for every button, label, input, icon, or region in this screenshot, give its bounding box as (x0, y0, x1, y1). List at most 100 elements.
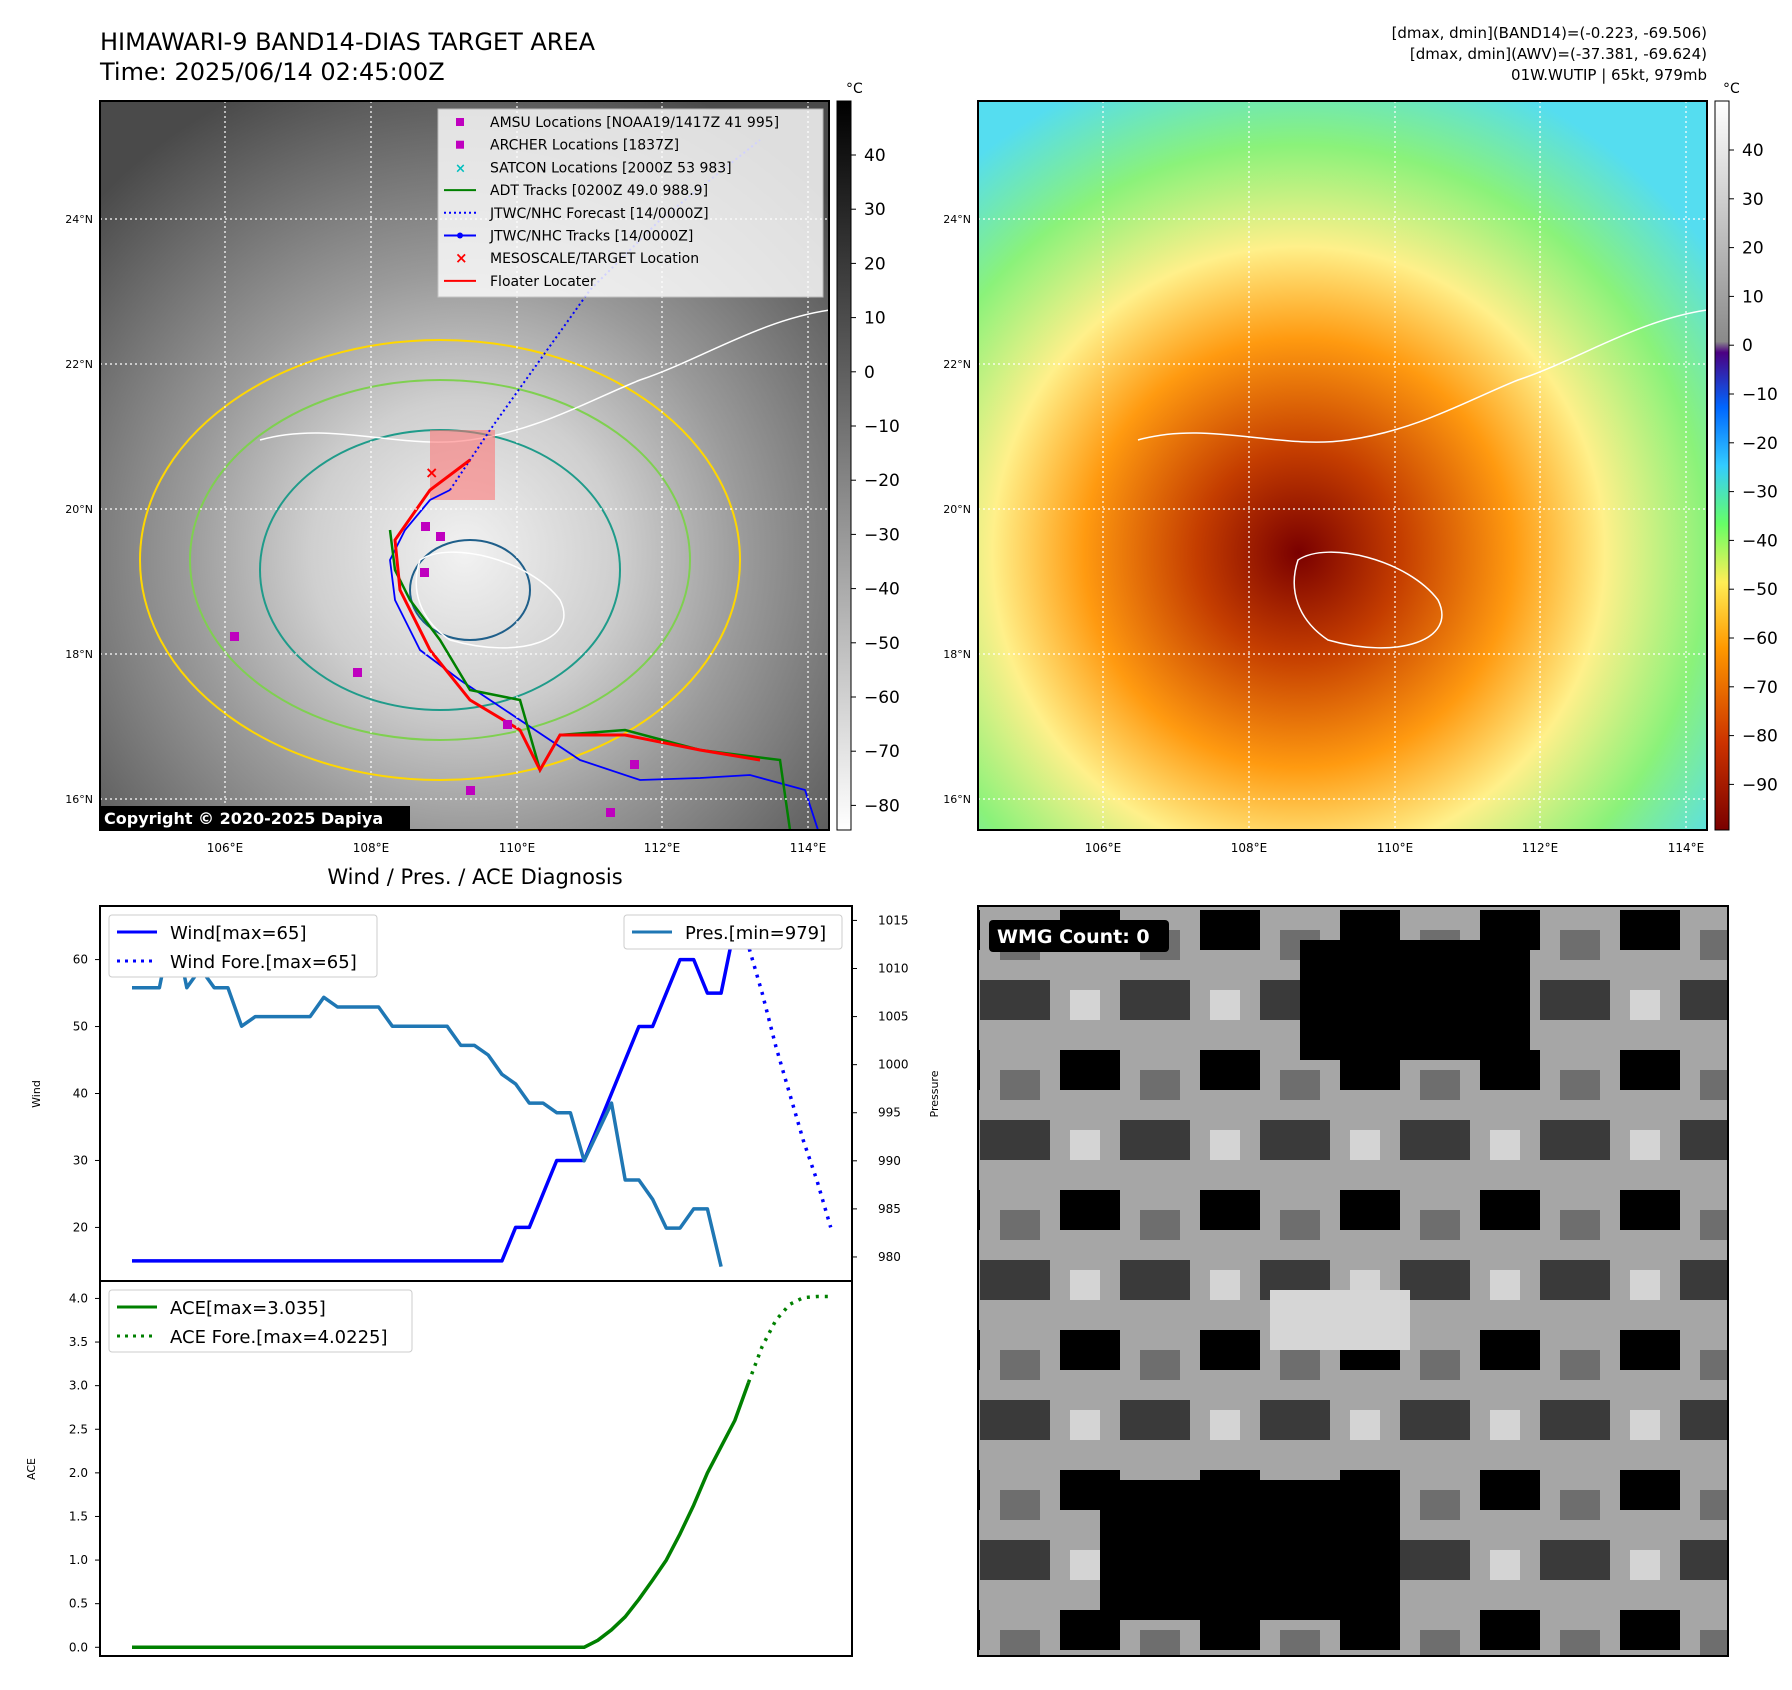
y-right-tick-label: 1015 (878, 913, 909, 927)
lat-tick-label: 18°N (65, 648, 93, 661)
lon-tick-label: 112°E (644, 841, 681, 855)
colorbar-tick-label: 0 (1742, 336, 1753, 356)
colorbar-tick-label: −50 (864, 634, 900, 654)
ace-legend-label: ACE[max=3.035] (170, 1298, 326, 1319)
colorbar-tick-label: 10 (1742, 287, 1764, 307)
ir-map-lon-ticks: 106°E 108°E 110°E 112°E 114°E (207, 841, 827, 855)
lon-tick-label: 114°E (1668, 841, 1705, 855)
series-line (132, 925, 737, 1263)
colorbar-tick-label: −80 (1742, 727, 1778, 747)
archer-marker (466, 786, 475, 795)
archer-marker (606, 808, 615, 817)
awv-map-lat-ticks: 24°N 22°N 20°N 18°N 16°N (943, 213, 971, 806)
colorbar-tick-label: 30 (864, 200, 886, 220)
wmg-light-region (1270, 1290, 1410, 1350)
lat-tick-label: 24°N (65, 213, 93, 226)
ir-colorbar-unit: °C (846, 81, 863, 97)
lat-gridlines (978, 101, 1707, 830)
colorbar-tick-label: 40 (1742, 141, 1764, 161)
legend-label: Floater Locater (490, 274, 596, 290)
map-legend: AMSU Locations [NOAA19/1417Z 41 995] ARCH… (437, 108, 824, 298)
copyright-bg (99, 806, 410, 830)
lat-tick-label: 24°N (943, 213, 971, 226)
legend-marker (456, 118, 464, 126)
colorbar-tick-label: 20 (864, 254, 886, 274)
colorbar-tick-label: 10 (864, 309, 886, 329)
archer-marker (630, 760, 639, 769)
ace-forecast-legend-label: ACE Fore.[max=4.0225] (170, 1327, 388, 1348)
lon-tick-label: 106°E (207, 841, 244, 855)
legend-marker (456, 140, 464, 149)
legend-marker: × (455, 249, 468, 267)
y-tick-label: 2.0 (69, 1466, 88, 1480)
pressure-legend-label: Pres.[min=979] (685, 923, 826, 944)
wind-legend-box (108, 914, 378, 978)
y-tick-label: 4.0 (69, 1291, 88, 1305)
awv-colorbar-unit: °C (1723, 81, 1740, 97)
y-tick-label: 50 (73, 1020, 88, 1034)
colorbar-tick-label: −90 (1742, 775, 1778, 795)
y-tick-label: 1.5 (69, 1509, 88, 1523)
archer-marker (436, 532, 445, 541)
jtwc-track (389, 489, 819, 830)
copyright-text: Copyright © 2020-2025 Dapiya (104, 809, 383, 828)
lon-tick-label: 110°E (499, 841, 536, 855)
lat-tick-label: 22°N (943, 358, 971, 371)
cloud-contour-mid (189, 379, 691, 741)
colorbar-tick-label: −80 (864, 796, 900, 816)
ace-legend-box (108, 1289, 413, 1353)
wind-legend: Wind[max=65] Wind Fore.[max=65] (108, 914, 378, 978)
y-tick-label: 20 (73, 1220, 88, 1234)
y-tick-label: 40 (73, 1087, 88, 1101)
info-line2: [dmax, dmin](AWV)=(-37.381, -69.624) (1410, 45, 1707, 63)
wmg-panel: WMG Count: 0 (977, 905, 1729, 1657)
colorbar-tick-label: −10 (864, 417, 900, 437)
colorbar-tick-label: −40 (864, 580, 900, 600)
y-right-tick-label: 1005 (878, 1010, 909, 1024)
cloud-contour-outer (139, 339, 741, 781)
y-right-tick-label: 1010 (878, 962, 909, 976)
ir-colorbar-bar (836, 100, 852, 831)
colorbar-tick-label: −20 (1742, 434, 1778, 454)
target-location-marker: × (425, 463, 438, 482)
lon-tick-label: 110°E (1377, 841, 1414, 855)
lat-tick-label: 18°N (943, 648, 971, 661)
legend-marker: × (455, 161, 466, 176)
coastline (1137, 309, 1707, 649)
floater-track (393, 458, 761, 774)
lon-tick-label: 106°E (1085, 841, 1122, 855)
lat-tick-label: 20°N (65, 503, 93, 516)
series-line (746, 1294, 831, 1384)
legend-marker (457, 232, 463, 239)
colorbar-tick-label: −60 (1742, 629, 1778, 649)
lon-tick-label: 108°E (353, 841, 390, 855)
colorbar-tick-label: −40 (1742, 531, 1778, 551)
wmg-count-bg (989, 920, 1169, 952)
lat-tick-label: 16°N (65, 793, 93, 806)
legend-label: ARCHER Locations [1837Z] (490, 138, 679, 154)
legend-label: AMSU Locations [NOAA19/1417Z 41 995] (490, 115, 779, 131)
info-line1: [dmax, dmin](BAND14)=(-0.223, -69.506) (1392, 24, 1707, 42)
colorbar-tick-label: 20 (1742, 239, 1764, 259)
lon-tick-label: 112°E (1522, 841, 1559, 855)
ir-map-panel: × 106°E 108°E 110°E 112°E 114°E 24°N 22°N 20°N… (65, 81, 900, 855)
awv-colorbar: °C 40 30 20 10 0 −10 −20 −30 −40 −50 −60 −70 −80 −90 (1714, 81, 1778, 831)
pressure-legend: Pres.[min=979] (623, 914, 843, 950)
legend-label: JTWC/NHC Forecast [14/0000Z] (489, 206, 709, 222)
legend-label: JTWC/NHC Tracks [14/0000Z] (489, 229, 693, 245)
amsu-marker (353, 668, 362, 677)
lat-tick-label: 22°N (65, 358, 93, 371)
pressure-axis-label: Pressure (928, 1070, 941, 1117)
y-tick-label: 0.0 (69, 1640, 88, 1654)
y-tick-label: 2.5 (69, 1422, 88, 1436)
wmg-dark-region (1100, 1480, 1400, 1620)
colorbar-tick-label: 0 (864, 363, 875, 383)
ir-colorbar: °C 40 30 20 10 0 −10 −20 −30 −40 −50 −60 −70 −80 (836, 81, 900, 831)
archer-marker (420, 568, 429, 577)
archer-marker (421, 522, 430, 531)
awv-map-panel: 106°E 108°E 110°E 112°E 114°E 24°N 22°N 20°N 18… (943, 81, 1778, 855)
diagnosis-title: Wind / Pres. / ACE Diagnosis (327, 865, 622, 889)
colorbar-tick-label: −30 (1742, 483, 1778, 503)
lat-tick-label: 16°N (943, 793, 971, 806)
